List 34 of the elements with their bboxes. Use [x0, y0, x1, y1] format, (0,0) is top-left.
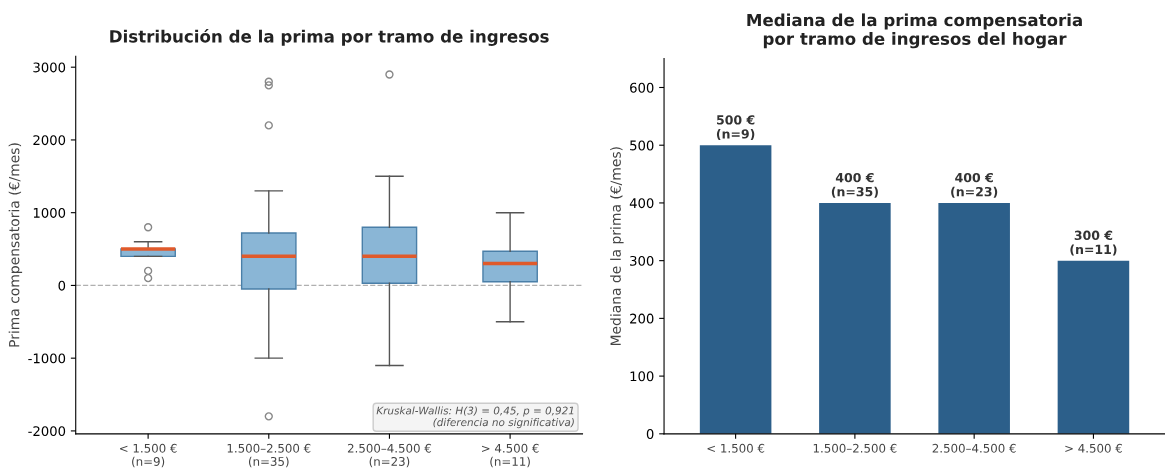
bar	[699, 145, 772, 434]
y-tick-label: 300	[630, 255, 654, 266]
x-tick-label: < 1.500 €	[707, 443, 765, 453]
y-tick-label: 2000	[33, 135, 66, 146]
data-label: 400 € (n=23)	[951, 172, 998, 198]
annotation: Kruskal-Wallis: H(3) = 0,45, p = 0,921 (diferencia no significativa)	[376, 406, 574, 429]
y-tick-label: 400	[629, 198, 654, 209]
x-tick-label: 1.500–2.500 € (n=35)	[227, 443, 311, 468]
x-tick-label: 1.500–2.500 €	[813, 443, 897, 453]
y-tick-label: 500	[630, 140, 654, 151]
y-tick-label: -2000	[28, 426, 66, 437]
chart-title: Mediana de la prima compensatoria por tramo de ingresos del hogar	[747, 13, 1082, 49]
y-tick-label: 1000	[33, 207, 66, 218]
bar	[819, 202, 891, 434]
y-tick-label: 3000	[33, 62, 66, 73]
data-label: 500 € (n=9)	[716, 115, 755, 141]
bar	[938, 202, 1010, 434]
y-tick-label: 0	[646, 429, 654, 440]
x-tick-label: < 1.500 € (n=9)	[120, 443, 177, 468]
y-tick-label: 200	[630, 313, 654, 324]
data-label: 300 € (n=11)	[1070, 230, 1117, 256]
y-tick-label: 0	[58, 280, 66, 291]
x-tick-label: > 4.500 € (n=11)	[482, 443, 539, 468]
x-tick-label: > 4.500 €	[1065, 443, 1122, 453]
bar	[1057, 260, 1130, 434]
y-tick-label: -1000	[28, 353, 66, 364]
y-axis-title: Prima compensatoria (€/mes)	[8, 143, 23, 347]
y-tick-label: 600	[630, 82, 654, 93]
x-tick-label: 2.500–4.500 € (n=23)	[347, 443, 432, 468]
y-axis-title: Mediana de la prima (€/mes)	[610, 147, 624, 346]
x-tick-label: 2.500–4.500 €	[932, 443, 1016, 453]
data-label: 400 € (n=35)	[831, 172, 878, 198]
chart-title: Distribución de la prima por tramo de ingresos	[110, 29, 549, 46]
y-tick-label: 100	[630, 371, 654, 382]
